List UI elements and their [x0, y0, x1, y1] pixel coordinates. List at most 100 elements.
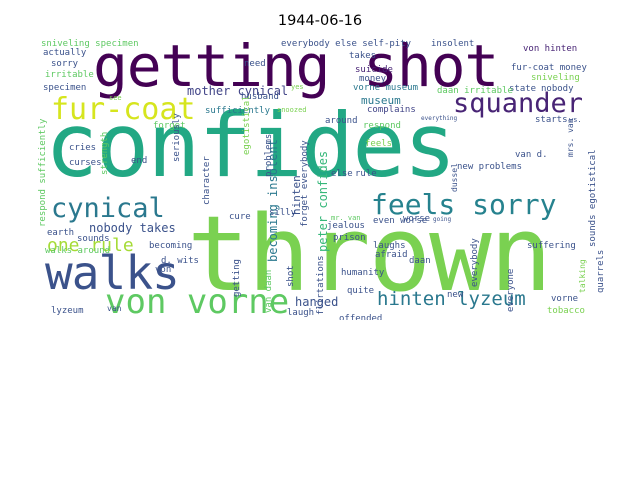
cloud-word: going	[433, 216, 452, 223]
cloud-word: everybody else self-pity	[281, 39, 412, 49]
cloud-word: laughs	[373, 241, 406, 251]
cloud-word: van d.	[515, 150, 548, 160]
cloud-word: need	[244, 59, 266, 69]
cloud-word: nobody takes	[89, 221, 176, 235]
cloud-word: complains	[367, 105, 416, 115]
cloud-word: humanity	[341, 268, 385, 278]
cloud-word: suffering	[527, 241, 576, 251]
cloud-word: squander	[453, 88, 584, 119]
cloud-word: d. wits	[161, 256, 199, 266]
cloud-word: see	[109, 94, 122, 102]
cloud-word: state	[509, 84, 537, 94]
cloud-word: thrown	[187, 193, 552, 315]
cloud-word: hinten lyzeum	[377, 288, 526, 310]
cloud-word: respond sufficiently	[38, 118, 48, 227]
cloud-word: afraid	[375, 250, 408, 260]
cloud-word: talking	[578, 259, 587, 293]
cloud-word: snoozed	[277, 106, 307, 114]
cloud-word: egotistical	[242, 95, 252, 155]
cloud-word: mr. van	[331, 214, 361, 222]
cloud-word: getting shot	[93, 37, 499, 100]
cloud-word: new	[447, 290, 464, 300]
cloud-word: getting	[232, 259, 242, 297]
cloud-word: shot	[286, 265, 296, 287]
cloud-word: specimen	[43, 83, 87, 93]
cloud-word: strength	[100, 131, 110, 175]
cloud-word: else	[331, 169, 353, 179]
cloud-word: dussel	[450, 163, 459, 192]
cloud-word: problems	[264, 133, 274, 177]
cloud-word: cynical	[51, 193, 165, 224]
cloud-word: quite	[347, 286, 375, 296]
cloud-word: character	[202, 156, 212, 205]
cloud-word: feels sorry	[371, 188, 557, 221]
cloud-word: one rule	[47, 235, 134, 256]
cloud-word: fur-coat money	[511, 63, 587, 73]
cloud-word: mother cynical	[187, 84, 289, 98]
cloud-word: hanged	[295, 295, 339, 309]
cloud-word: walks	[45, 246, 180, 300]
cloud-word: lyzeum	[51, 306, 84, 316]
cloud-word: von vorne	[105, 282, 290, 320]
cloud-word: new problems	[457, 162, 523, 172]
cloud-word: yes	[291, 83, 304, 91]
cloud-word: rule	[355, 169, 377, 179]
cloud-word: curses	[69, 158, 102, 168]
cloud-word: daan irritable	[437, 86, 513, 96]
cloud-word: sounds egotistical	[588, 149, 598, 247]
cloud-word: insolent	[431, 39, 475, 49]
cloud-word: museum	[361, 94, 401, 107]
cloud-word: prison	[333, 233, 366, 243]
cloud-word: around	[325, 116, 358, 126]
cloud-word: forget everybody	[300, 140, 310, 227]
cloud-word: husband	[241, 92, 279, 102]
cloud-word: offended	[339, 314, 383, 321]
cloud-word: earth	[47, 228, 75, 238]
cloud-word: seriously	[172, 113, 182, 162]
cloud-word: takes	[349, 51, 377, 61]
cloud-word: mrs. van	[566, 118, 575, 157]
cloud-word: confides	[45, 94, 457, 197]
cloud-word: nobody	[541, 84, 574, 94]
cloud-word: von hinten	[523, 44, 578, 54]
cloud-word: irritable	[45, 70, 94, 80]
word-cloud: thrown confides getting shot walks fur-coat s…	[37, 37, 604, 320]
chart-title: 1944-06-16	[277, 13, 363, 29]
cloud-word: sorry	[51, 59, 79, 69]
cloud-word: walks around	[45, 246, 111, 256]
cloud-word: worse	[403, 214, 431, 224]
cloud-word: starts	[535, 115, 568, 125]
cloud-word: end	[131, 156, 148, 166]
cloud-word: flirtations	[316, 255, 326, 315]
cloud-word: ws.	[569, 116, 582, 124]
cloud-word: even worse	[373, 216, 428, 226]
cloud-word: von	[155, 265, 172, 275]
cloud-word: vorne museum	[353, 83, 419, 93]
cloud-word: laugh	[287, 308, 315, 318]
cloud-word: fur-coat	[51, 92, 196, 127]
cloud-word: daan	[409, 256, 431, 266]
cloud-word: sniveling	[531, 73, 580, 83]
cloud-word: peter confides	[316, 150, 330, 252]
cloud-word: van	[107, 304, 122, 313]
cloud-word: tobacco	[547, 306, 585, 316]
cloud-word: everybody	[470, 238, 480, 287]
cloud-word: vorne	[551, 294, 579, 304]
cloud-word: everything	[421, 115, 458, 122]
cloud-word: feels	[365, 139, 393, 149]
cloud-word: respond	[363, 121, 401, 131]
cloud-word: money	[359, 74, 387, 84]
cloud-word: sufficiently	[205, 106, 271, 116]
cloud-word: cure	[229, 212, 251, 222]
cloud-word: quarrels	[596, 249, 604, 293]
cloud-word: everyone	[506, 268, 516, 312]
cloud-word: cries	[69, 143, 97, 153]
cloud-word: becoming	[149, 241, 193, 251]
cloud-word: actually	[43, 48, 87, 58]
cloud-word: sounds	[77, 234, 110, 244]
cloud-word: forget	[153, 121, 186, 131]
cloud-word: sniveling specimen	[41, 39, 139, 49]
cloud-word: van daan	[264, 269, 274, 313]
cloud-word: suicide	[355, 65, 393, 75]
cloud-word: jealous	[327, 221, 365, 231]
